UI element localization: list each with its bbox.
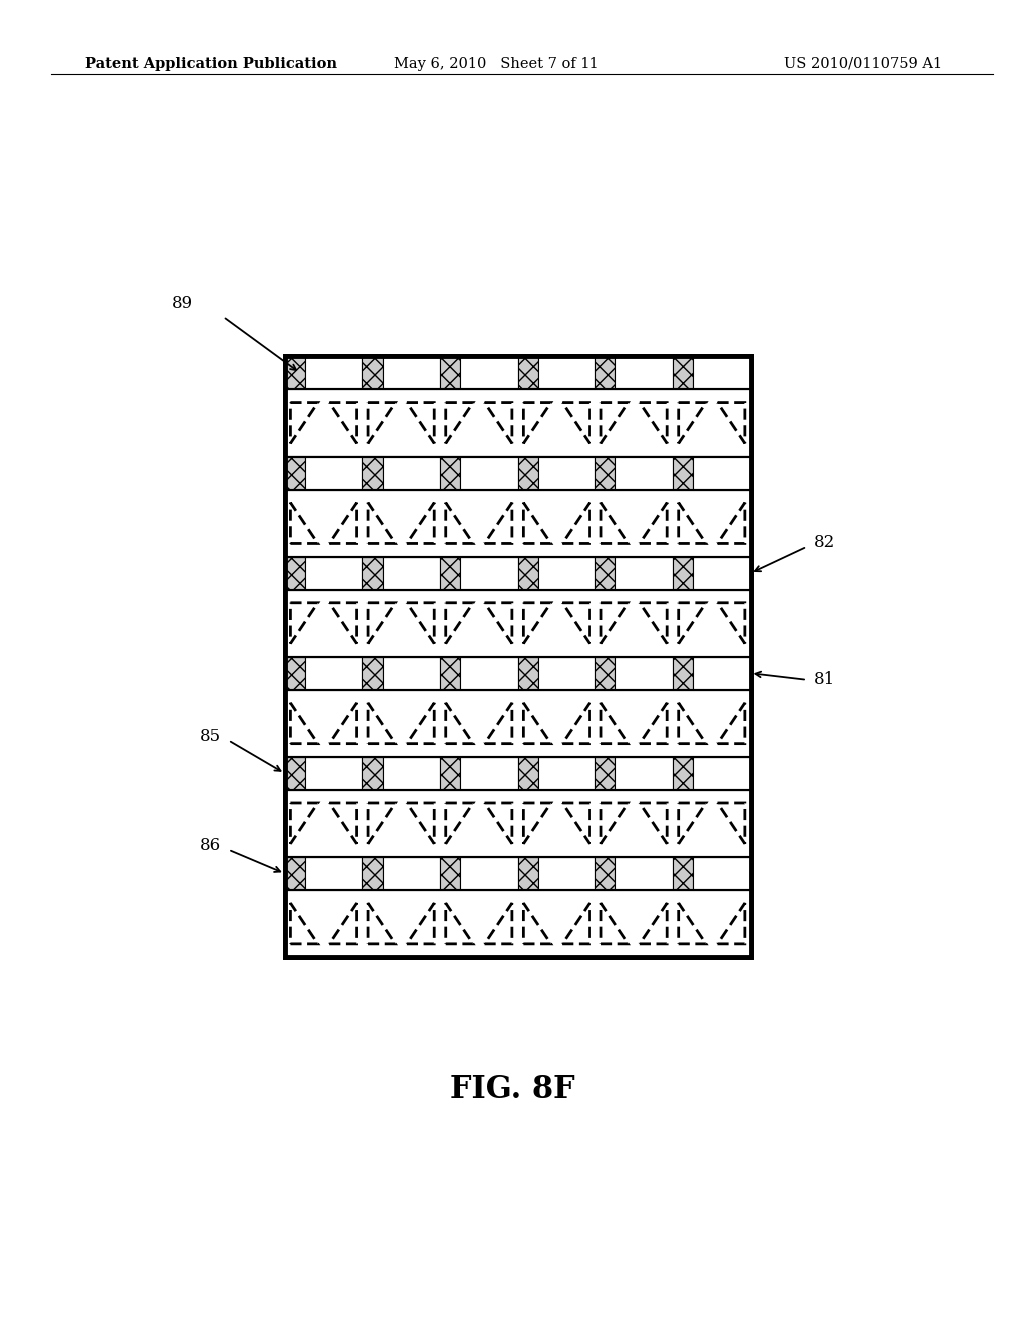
Bar bbox=[440, 656, 460, 690]
Text: FIG. 8F: FIG. 8F bbox=[450, 1073, 574, 1105]
Bar bbox=[595, 857, 615, 890]
Bar bbox=[517, 857, 538, 890]
Bar bbox=[285, 590, 751, 656]
Text: 85: 85 bbox=[200, 727, 221, 744]
Bar bbox=[595, 356, 615, 389]
Bar bbox=[383, 457, 440, 490]
Bar bbox=[440, 457, 460, 490]
Bar bbox=[595, 457, 615, 490]
Bar bbox=[460, 457, 517, 490]
Bar bbox=[305, 356, 362, 389]
Bar bbox=[305, 857, 362, 890]
Text: 81: 81 bbox=[814, 672, 836, 688]
Bar bbox=[673, 656, 693, 690]
Bar bbox=[693, 656, 751, 690]
Bar bbox=[615, 756, 673, 789]
Bar bbox=[305, 457, 362, 490]
Bar bbox=[285, 557, 305, 590]
Text: May 6, 2010   Sheet 7 of 11: May 6, 2010 Sheet 7 of 11 bbox=[394, 57, 599, 71]
Bar bbox=[383, 656, 440, 690]
Bar bbox=[615, 356, 673, 389]
Bar bbox=[673, 356, 693, 389]
Text: 89: 89 bbox=[171, 296, 193, 312]
Bar bbox=[285, 890, 751, 957]
Bar bbox=[285, 389, 751, 457]
Bar bbox=[538, 656, 595, 690]
Bar bbox=[285, 356, 751, 957]
Bar bbox=[517, 557, 538, 590]
Bar bbox=[673, 557, 693, 590]
Bar bbox=[383, 557, 440, 590]
Bar bbox=[673, 857, 693, 890]
Bar bbox=[615, 457, 673, 490]
Bar bbox=[440, 857, 460, 890]
Bar bbox=[693, 857, 751, 890]
Bar bbox=[362, 857, 383, 890]
Bar bbox=[615, 656, 673, 690]
Text: Patent Application Publication: Patent Application Publication bbox=[85, 57, 337, 71]
Bar bbox=[285, 356, 305, 389]
Bar bbox=[285, 356, 751, 957]
Bar bbox=[615, 857, 673, 890]
Bar bbox=[693, 457, 751, 490]
Bar bbox=[362, 356, 383, 389]
Bar bbox=[460, 756, 517, 789]
Bar bbox=[383, 356, 440, 389]
Bar bbox=[285, 690, 751, 756]
Bar bbox=[538, 557, 595, 590]
Bar bbox=[517, 656, 538, 690]
Bar bbox=[305, 756, 362, 789]
Bar bbox=[673, 457, 693, 490]
Bar bbox=[362, 656, 383, 690]
Bar bbox=[383, 756, 440, 789]
Bar bbox=[285, 457, 305, 490]
Bar bbox=[595, 557, 615, 590]
Bar bbox=[538, 857, 595, 890]
Bar bbox=[517, 756, 538, 789]
Bar bbox=[517, 356, 538, 389]
Bar bbox=[538, 457, 595, 490]
Text: US 2010/0110759 A1: US 2010/0110759 A1 bbox=[784, 57, 942, 71]
Text: 86: 86 bbox=[200, 837, 221, 854]
Bar bbox=[460, 356, 517, 389]
Bar bbox=[460, 557, 517, 590]
Bar bbox=[538, 356, 595, 389]
Bar bbox=[538, 756, 595, 789]
Bar bbox=[615, 557, 673, 590]
Bar bbox=[285, 490, 751, 557]
Bar bbox=[595, 656, 615, 690]
Bar bbox=[362, 557, 383, 590]
Bar bbox=[440, 356, 460, 389]
Bar bbox=[693, 756, 751, 789]
Bar bbox=[693, 557, 751, 590]
Bar bbox=[285, 656, 305, 690]
Bar bbox=[440, 756, 460, 789]
Bar bbox=[517, 457, 538, 490]
Bar bbox=[693, 356, 751, 389]
Bar bbox=[362, 457, 383, 490]
Bar bbox=[305, 656, 362, 690]
Bar bbox=[285, 789, 751, 857]
Bar bbox=[362, 756, 383, 789]
Bar bbox=[460, 656, 517, 690]
Bar bbox=[440, 557, 460, 590]
Bar bbox=[595, 756, 615, 789]
Bar bbox=[383, 857, 440, 890]
Bar bbox=[673, 756, 693, 789]
Text: 82: 82 bbox=[814, 535, 836, 552]
Bar bbox=[285, 857, 305, 890]
Bar bbox=[305, 557, 362, 590]
Bar bbox=[285, 756, 305, 789]
Bar bbox=[460, 857, 517, 890]
